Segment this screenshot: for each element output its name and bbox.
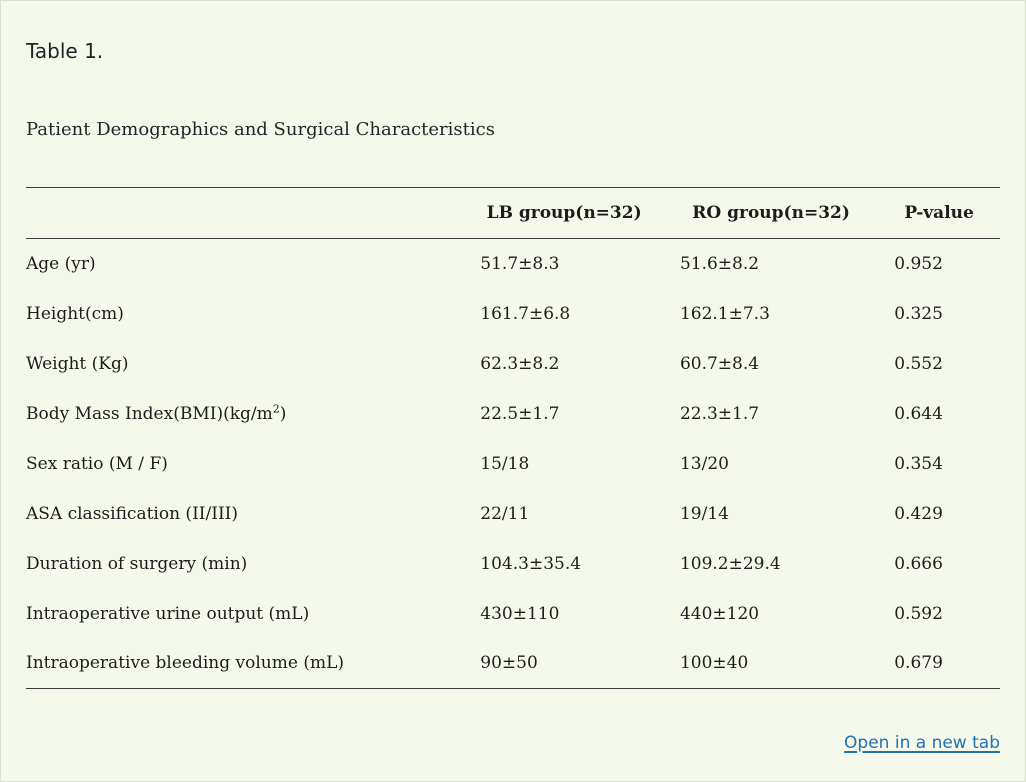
cell-lb-group: 51.7±8.3	[480, 253, 560, 274]
cell-lb-group: 22/11	[480, 503, 530, 524]
row-label: Intraoperative urine output (mL)	[26, 603, 310, 624]
cell-ro-group: 22.3±1.7	[679, 403, 760, 424]
row-label: Sex ratio (M / F)	[26, 453, 168, 474]
row-label: Height(cm)	[26, 303, 124, 324]
row-label: Intraoperative bleeding volume (mL)	[26, 638, 465, 689]
cell-ro-group: 19/14	[679, 503, 729, 524]
table-row: Sex ratio (M / F) 15/18 13/20 0.354	[26, 439, 1000, 489]
cell-lb-group: 22.5±1.7	[480, 403, 560, 424]
column-header-empty	[26, 187, 465, 239]
table-row: Age (yr) 51.7±8.3 51.6±8.2 0.952	[26, 239, 1000, 289]
cell-lb-group: 104.3±35.4	[480, 553, 582, 574]
cell-p-value: 0.325	[894, 303, 943, 324]
row-label: Body Mass Index(BMI)(kg/m2)	[26, 401, 287, 424]
cell-p-value: 0.679	[878, 638, 1000, 689]
cell-ro-group: 100±40	[663, 638, 879, 689]
open-in-new-tab-link[interactable]: Open in a new tab	[844, 733, 1000, 753]
row-label: Duration of surgery (min)	[26, 553, 248, 574]
cell-ro-group: 162.1±7.3	[679, 303, 770, 324]
table-caption: Patient Demographics and Surgical Charac…	[26, 119, 495, 140]
cell-p-value: 0.952	[894, 253, 943, 274]
table-row: Height(cm) 161.7±6.8 162.1±7.3 0.325	[26, 289, 1000, 339]
row-label: Age (yr)	[26, 253, 96, 274]
superscript: 2	[272, 401, 280, 415]
column-header-lb-group: LB group(n=32)	[464, 187, 664, 239]
cell-ro-group: 440±120	[679, 603, 760, 624]
cell-ro-group: 109.2±29.4	[679, 553, 781, 574]
cell-p-value: 0.552	[894, 353, 943, 374]
cell-p-value: 0.429	[894, 503, 943, 524]
cell-p-value: 0.354	[894, 453, 943, 474]
table-body: Age (yr) 51.7±8.3 51.6±8.2 0.952 Height(cm) 1…	[26, 239, 1000, 689]
cell-ro-group: 51.6±8.2	[679, 253, 760, 274]
table-row: Intraoperative bleeding volume (mL) 90±50…	[26, 638, 1000, 689]
cell-ro-group: 60.7±8.4	[679, 353, 760, 374]
row-label: Weight (Kg)	[26, 353, 129, 374]
cell-p-value: 0.644	[894, 403, 943, 424]
table-heading: Table 1.	[26, 39, 104, 63]
table-row: Body Mass Index(BMI)(kg/m2) 22.5±1.7 22.3±…	[26, 389, 1000, 439]
cell-lb-group: 15/18	[480, 453, 530, 474]
cell-lb-group: 161.7±6.8	[480, 303, 571, 324]
column-header-p-value: P-value	[878, 187, 1000, 239]
table-header-row: LB group(n=32) RO group(n=32) P-value	[26, 187, 1000, 239]
cell-ro-group: 13/20	[679, 453, 729, 474]
cell-lb-group: 430±110	[480, 603, 560, 624]
link-row: Open in a new tab	[26, 733, 1000, 753]
cell-p-value: 0.666	[894, 553, 943, 574]
table-row: ASA classification (II/III) 22/11 19/14 0.4…	[26, 489, 1000, 539]
cell-lb-group: 90±50	[464, 638, 664, 689]
table-row: Intraoperative urine output (mL) 430±110 4…	[26, 589, 1000, 639]
column-header-ro-group: RO group(n=32)	[663, 187, 879, 239]
demographics-table: LB group(n=32) RO group(n=32) P-value Ag…	[26, 187, 1000, 689]
table-row: Weight (Kg) 62.3±8.2 60.7±8.4 0.552	[26, 339, 1000, 389]
table-row: Duration of surgery (min) 104.3±35.4 109.2…	[26, 539, 1000, 589]
cell-p-value: 0.592	[894, 603, 943, 624]
row-label: ASA classification (II/III)	[26, 503, 239, 524]
cell-lb-group: 62.3±8.2	[480, 353, 560, 374]
